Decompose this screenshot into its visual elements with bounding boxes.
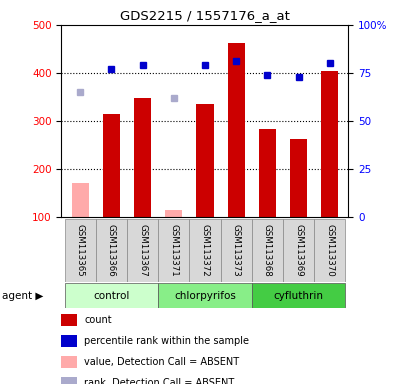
Text: chlorpyrifos: chlorpyrifos (174, 291, 235, 301)
Text: cyfluthrin: cyfluthrin (273, 291, 323, 301)
Bar (65, 283, 158, 308)
Text: control: control (93, 291, 129, 301)
Bar (196, 104, 213, 217)
Bar (134, 98, 151, 217)
Text: agent ▶: agent ▶ (2, 291, 43, 301)
Bar (289, 139, 306, 217)
Bar (103, 114, 120, 217)
Text: GSM113369: GSM113369 (293, 224, 302, 277)
Bar (220, 219, 251, 282)
Text: GSM113365: GSM113365 (76, 224, 85, 277)
Text: GSM113366: GSM113366 (107, 224, 116, 277)
Bar (189, 219, 220, 282)
Text: GSM113368: GSM113368 (262, 224, 271, 277)
Bar (72, 184, 89, 217)
Bar (65, 219, 96, 282)
Text: percentile rank within the sample: percentile rank within the sample (84, 336, 248, 346)
Bar (258, 129, 275, 217)
Text: count: count (84, 315, 111, 325)
Bar (127, 219, 158, 282)
Bar (165, 210, 182, 217)
Bar (158, 219, 189, 282)
Text: rank, Detection Call = ABSENT: rank, Detection Call = ABSENT (84, 378, 234, 384)
Text: GSM113372: GSM113372 (200, 224, 209, 277)
Text: value, Detection Call = ABSENT: value, Detection Call = ABSENT (84, 357, 238, 367)
Bar (320, 71, 337, 217)
Text: GSM113371: GSM113371 (169, 224, 178, 277)
Bar (282, 219, 313, 282)
Bar (158, 283, 251, 308)
Text: GSM113373: GSM113373 (231, 224, 240, 277)
Bar (313, 219, 344, 282)
Bar (251, 219, 282, 282)
Bar (227, 43, 244, 217)
Title: GDS2215 / 1557176_a_at: GDS2215 / 1557176_a_at (120, 9, 289, 22)
Bar (96, 219, 127, 282)
Bar (251, 283, 344, 308)
Text: GSM113370: GSM113370 (324, 224, 333, 277)
Text: GSM113367: GSM113367 (138, 224, 147, 277)
